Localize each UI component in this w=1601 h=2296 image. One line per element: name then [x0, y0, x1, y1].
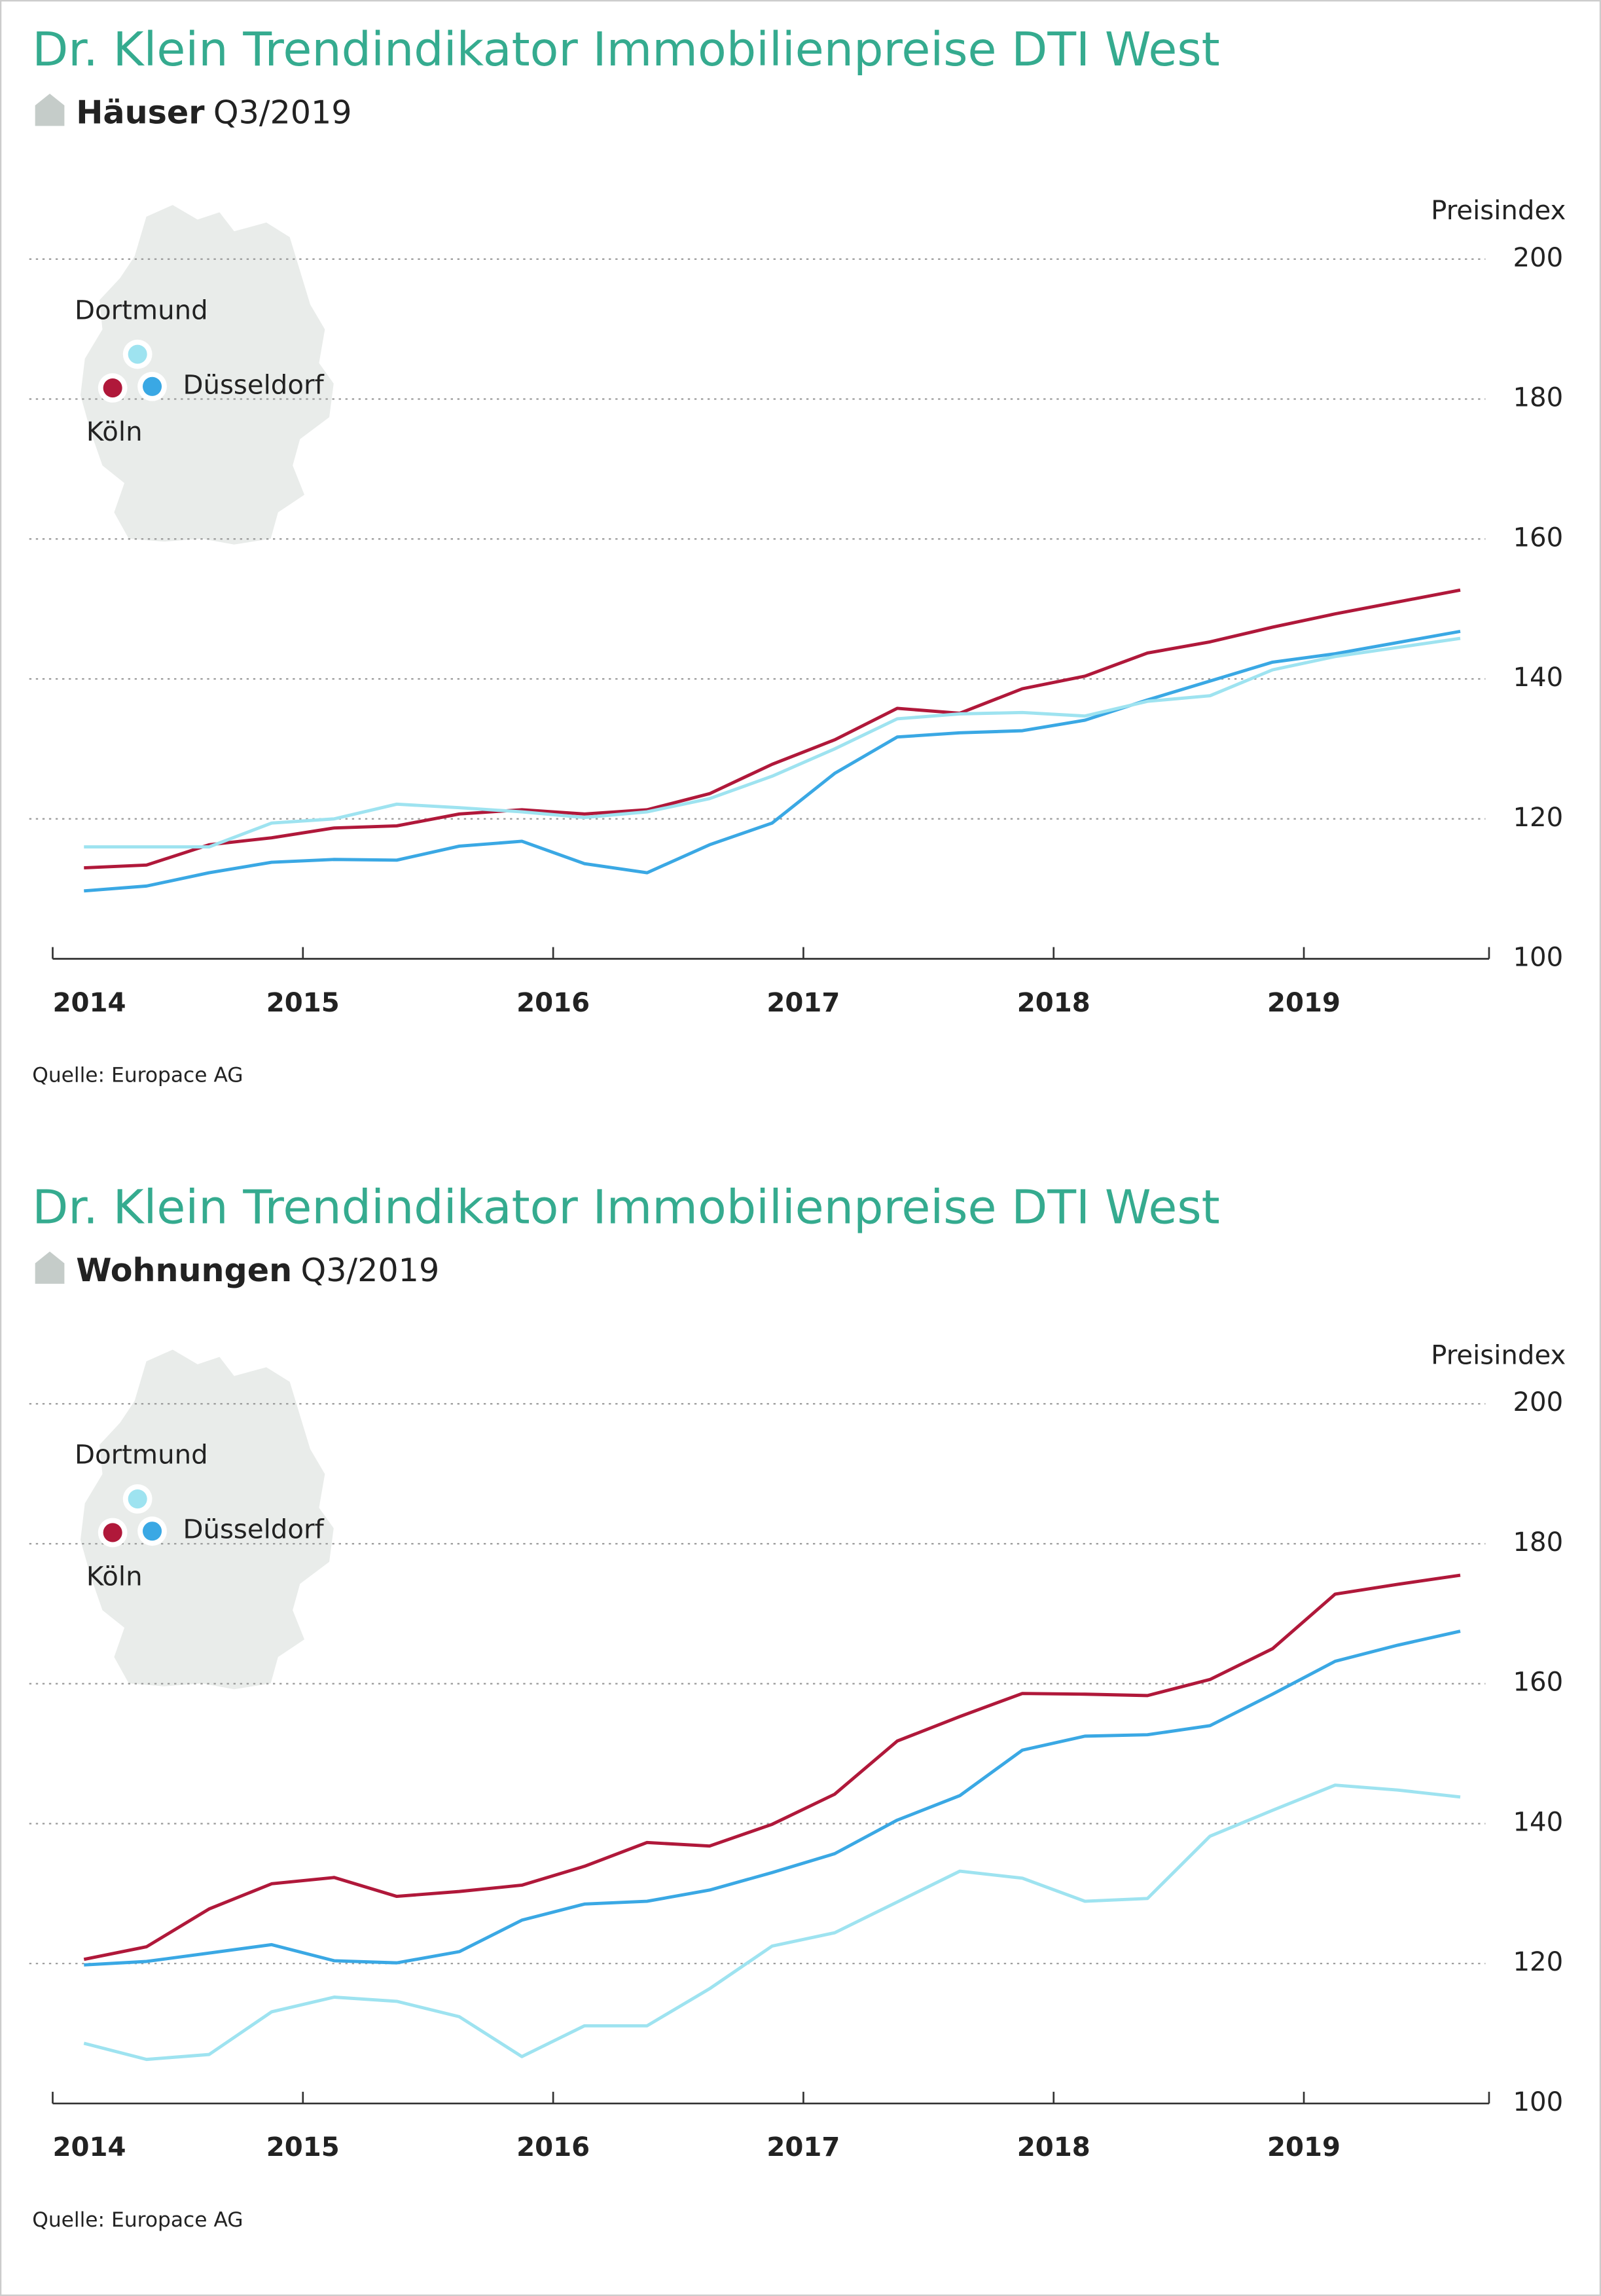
y-tick-label: 160 [1513, 1667, 1563, 1698]
x-tick-label: 2017 [766, 2132, 840, 2162]
legend-marker [142, 1522, 162, 1541]
series-line [84, 1630, 1461, 1967]
house-icon [35, 1251, 65, 1284]
series-line [84, 588, 1461, 870]
legend-label: Düsseldorf [183, 370, 324, 400]
chart: Dr. Klein Trendindikator Immobilienpreis… [29, 22, 1566, 1087]
subtitle-bold: Häuser [76, 93, 205, 131]
legend-marker [103, 1523, 122, 1542]
x-tick-label: 2015 [266, 988, 340, 1018]
x-tick-label: 2018 [1017, 2132, 1090, 2162]
source-note: Quelle: Europace AG [32, 2208, 243, 2232]
y-axis-label: Preisindex [1431, 1341, 1566, 1371]
legend-marker [128, 1489, 147, 1509]
y-tick-label: 100 [1513, 2087, 1563, 2117]
y-tick-label: 180 [1513, 383, 1563, 413]
legend-label: Köln [86, 417, 143, 447]
legend-label: Dortmund [75, 295, 208, 325]
x-tick-label: 2019 [1267, 2132, 1340, 2162]
chart-title: Dr. Klein Trendindikator Immobilienpreis… [32, 1180, 1220, 1235]
y-tick-label: 200 [1513, 1387, 1563, 1417]
source-note: Quelle: Europace AG [32, 1063, 243, 1087]
series-line [83, 1573, 1461, 1961]
y-tick-label: 100 [1513, 943, 1563, 973]
subtitle-bold: Wohnungen [76, 1250, 292, 1288]
legend-label: Köln [86, 1561, 143, 1592]
legend-marker [103, 378, 122, 398]
map [80, 1349, 334, 1690]
legend-marker [142, 376, 162, 396]
chart: Dr. Klein Trendindikator Immobilienpreis… [29, 1180, 1566, 2232]
y-tick-label: 140 [1513, 663, 1563, 693]
legend-label: Dortmund [75, 1440, 208, 1470]
chart-title: Dr. Klein Trendindikator Immobilienpreis… [32, 22, 1220, 77]
subtitle-space: Q3/2019 [301, 1250, 440, 1288]
house-icon [35, 94, 65, 126]
y-axis-label: Preisindex [1431, 196, 1566, 226]
series-line [83, 1783, 1461, 2062]
y-tick-label: 120 [1513, 803, 1563, 833]
x-tick-label: 2015 [266, 2132, 340, 2162]
chart-subtitle: Wohnungen Q3/2019 [76, 1250, 439, 1288]
series-line [84, 636, 1461, 848]
chart-subtitle: Häuser Q3/2019 [76, 93, 351, 131]
map [80, 205, 334, 545]
y-tick-label: 140 [1513, 1807, 1563, 1837]
y-tick-label: 160 [1513, 522, 1563, 553]
x-tick-label: 2014 [52, 2132, 126, 2162]
series-line [84, 629, 1461, 893]
x-tick-label: 2016 [516, 988, 590, 1018]
x-tick-label: 2019 [1267, 988, 1340, 1018]
legend-marker [128, 344, 147, 364]
y-tick-label: 120 [1513, 1947, 1563, 1977]
x-tick-label: 2014 [52, 988, 126, 1018]
legend-label: Düsseldorf [183, 1515, 324, 1545]
subtitle-space: Q3/2019 [213, 93, 352, 131]
y-tick-label: 180 [1513, 1527, 1563, 1558]
x-tick-label: 2016 [516, 2132, 590, 2162]
x-tick-label: 2018 [1017, 988, 1090, 1018]
y-tick-label: 200 [1513, 243, 1563, 273]
x-tick-label: 2017 [766, 988, 840, 1018]
